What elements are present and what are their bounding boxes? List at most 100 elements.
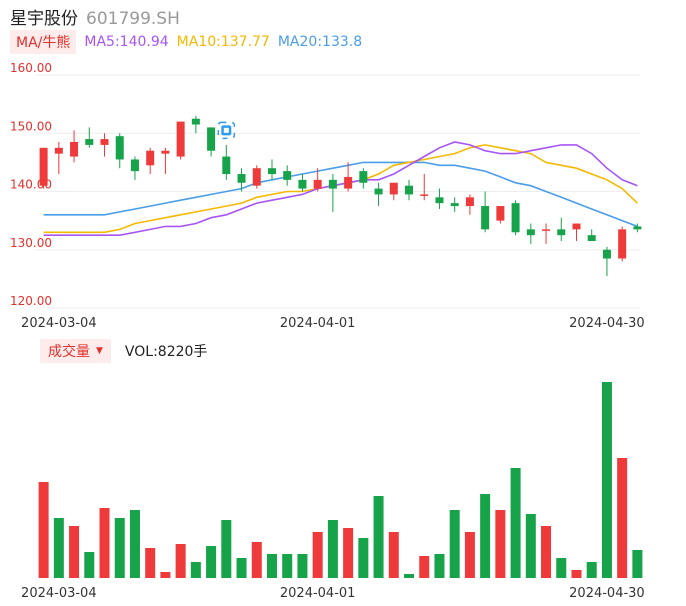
y-tick-label: 120.00 [10, 294, 52, 308]
candle-body [130, 159, 139, 172]
y-tick-label: 150.00 [10, 119, 52, 133]
candle-body [359, 171, 368, 183]
ma10-legend: MA10:137.77 [176, 34, 270, 50]
volume-bar [373, 496, 384, 578]
candle-body [313, 179, 322, 189]
volume-bar [495, 510, 506, 578]
stock-name: 星宇股份 [10, 9, 78, 29]
volume-bar [129, 510, 140, 578]
volume-bar [206, 546, 217, 578]
volume-bar [266, 554, 277, 578]
candle-body [572, 223, 581, 230]
event-marker-icon[interactable] [217, 121, 236, 140]
candle-body [465, 197, 474, 207]
volume-bar [236, 558, 247, 578]
volume-bar [175, 544, 186, 578]
volume-legend: 成交量 ▼ VOL:8220手 [40, 339, 208, 363]
candle-body [85, 139, 94, 145]
volume-bar [221, 520, 232, 578]
candle-body [191, 118, 200, 125]
volume-bar [601, 382, 612, 578]
candle-body [420, 194, 429, 196]
ma-toggle-button[interactable]: MA/牛熊 [10, 30, 77, 54]
ma5-line [43, 141, 638, 236]
volume-bar [145, 548, 156, 578]
candle-body [344, 176, 353, 189]
volume-bar [525, 514, 536, 578]
candle-body [389, 182, 398, 195]
volume-bar [99, 508, 110, 578]
volume-bar [343, 528, 354, 578]
volume-bar [586, 562, 597, 578]
volume-bar [541, 526, 552, 578]
candle-body [557, 229, 566, 236]
ma20-line [43, 161, 638, 228]
volume-bar [510, 468, 521, 578]
y-tick-label: 130.00 [10, 236, 52, 250]
volume-bar [480, 494, 491, 578]
volume-bar [160, 572, 171, 578]
candle-body [511, 203, 520, 233]
volume-bar [190, 562, 201, 578]
caret-down-icon: ▼ [96, 346, 103, 356]
candle-body [618, 229, 627, 259]
volume-bar [388, 532, 399, 578]
ma-legend: MA/牛熊 MA5:140.94 MA10:137.77 MA20:133.8 [10, 30, 362, 54]
volume-bar [571, 570, 582, 578]
candle-body [39, 147, 48, 186]
candle-body [207, 127, 216, 151]
candle-body [405, 185, 414, 195]
volume-bar [84, 552, 95, 578]
candle-body [542, 229, 551, 231]
stock-header: 星宇股份 601799.SH [10, 4, 180, 29]
candle-body [176, 121, 185, 157]
ma20-legend: MA20:133.8 [277, 34, 363, 50]
volume-bar [358, 538, 369, 578]
candle-body [237, 174, 246, 183]
candle-body [70, 141, 79, 157]
volume-bar [556, 558, 567, 578]
volume-bar [419, 556, 430, 578]
candle-body [587, 235, 596, 242]
volume-bar [53, 518, 64, 578]
volume-value: VOL:8220手 [124, 344, 208, 360]
volume-bar [327, 520, 338, 578]
y-tick-label: 160.00 [10, 61, 52, 75]
volume-bar [312, 532, 323, 578]
volume-bar [404, 574, 415, 578]
x-tick-label: 2024-04-30 [569, 316, 645, 331]
candle-body [450, 203, 459, 207]
candle-body [267, 168, 276, 175]
volume-bar [69, 526, 80, 578]
volume-bar [449, 510, 460, 578]
volume-bar [464, 532, 475, 578]
candle-body [526, 229, 535, 236]
x-tick-label: 2024-03-04 [21, 316, 97, 331]
volume-bar [632, 550, 643, 578]
volume-indicator-dropdown[interactable]: 成交量 ▼ [40, 339, 111, 363]
candle-body [328, 179, 337, 189]
candle-body [161, 150, 170, 154]
candle-body [252, 168, 261, 186]
candle-body [100, 139, 109, 145]
candle-body [602, 249, 611, 259]
candle-body [481, 206, 490, 230]
volume-button-label: 成交量 [48, 344, 90, 360]
candle-body [222, 156, 231, 175]
ma5-legend: MA5:140.94 [84, 34, 169, 50]
volume-x-tick-label: 2024-04-30 [569, 586, 645, 601]
volume-bar [297, 554, 308, 578]
volume-x-tick-label: 2024-04-01 [280, 586, 356, 601]
candle-body [374, 188, 383, 195]
volume-bar [251, 542, 262, 578]
candle-body [115, 136, 124, 160]
volume-bar [282, 554, 293, 578]
volume-bar [114, 518, 125, 578]
candle-body [283, 171, 292, 180]
x-tick-label: 2024-04-01 [280, 316, 356, 331]
ma10-line [43, 144, 638, 234]
candle-body [54, 147, 63, 154]
candle-body [633, 226, 642, 230]
stock-code: 601799.SH [86, 9, 180, 29]
